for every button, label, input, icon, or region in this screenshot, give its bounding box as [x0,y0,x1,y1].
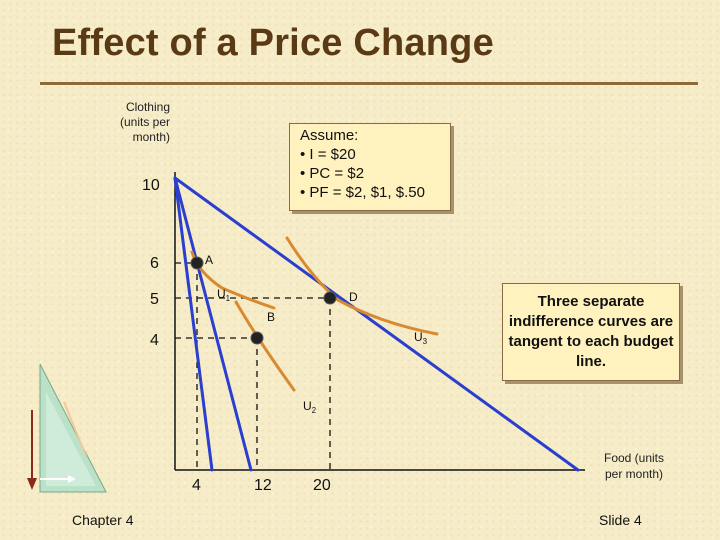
point-b-label: B [267,310,275,324]
budget-line-pf-2 [173,176,214,472]
tangency-points [190,256,337,345]
point-b-dot [250,331,264,345]
y-tick-4: 4 [150,332,159,349]
point-a-dot [190,256,204,270]
indifference-curves [190,236,439,392]
assumptions-heading: Assume: [300,127,359,144]
budget-lines [173,176,580,472]
footer-slide-number: Slide 4 [599,512,642,528]
x-tick-4: 4 [192,477,201,494]
curve-u2-label: U2 [303,399,317,415]
assumptions-box: Assume: • I = $20 • PC = $2 • PF = $2, $… [289,123,451,211]
x-axis-label: Food (units per month) [603,451,665,481]
point-d-label: D [349,290,358,304]
callout-box: Three separate indifference curves are t… [502,283,680,381]
callout-text: Three separate indifference curves are t… [508,293,674,370]
slide-title: Effect of a Price Change [52,22,494,64]
dashed-guides [175,262,331,470]
budget-line-pf-050 [173,176,580,472]
slide-ornament [27,363,107,493]
point-a-label: A [205,253,213,267]
curve-u3-label: U3 [414,330,428,346]
curve-u1-label: U1 [217,287,231,303]
budget-line-pf-1 [173,176,253,472]
y-tick-6: 6 [150,255,159,272]
indifference-curve-u3 [285,236,439,336]
y-tick-10: 10 [142,177,160,194]
assumption-income: • I = $20 [300,146,356,163]
y-tick-5: 5 [150,291,159,308]
x-tick-20: 20 [313,477,331,494]
indifference-curve-u2 [234,300,296,392]
x-tick-12: 12 [254,477,272,494]
title-divider [40,82,698,85]
y-axis-label: Clothing (units per month) [119,100,170,144]
assumption-price-clothing: • PC = $2 [300,165,365,182]
footer-chapter: Chapter 4 [72,512,134,528]
assumption-price-food: • PF = $2, $1, $.50 [300,184,425,201]
point-d-dot [323,291,337,305]
